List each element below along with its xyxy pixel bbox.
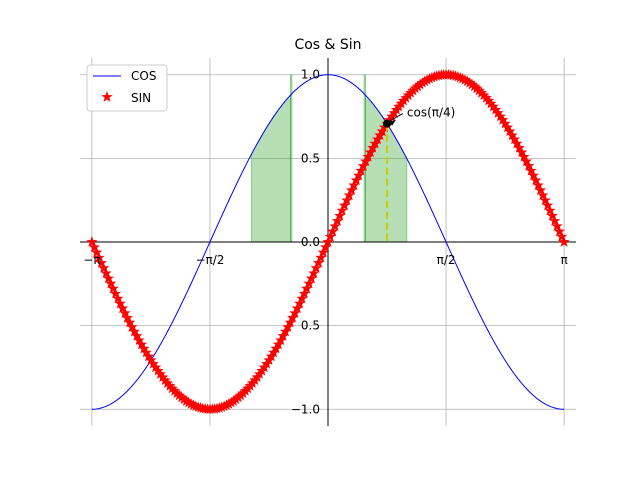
y-tick-label-3: 0.5: [301, 151, 320, 165]
sin-marker-11: [112, 292, 124, 304]
x-tick-label-3: π: [560, 253, 567, 267]
fill-region-0: [250, 94, 291, 243]
sin-marker-196: [549, 215, 561, 226]
annotation-point: [383, 119, 392, 128]
sin-marker-88: [294, 297, 306, 309]
sin-marker-188: [530, 174, 542, 186]
sin-marker-100: [322, 236, 334, 247]
x-tick-label-0: −π: [83, 253, 100, 267]
sin-marker-106: [336, 204, 348, 216]
sin-marker-186: [525, 164, 537, 176]
sin-marker-16: [124, 316, 136, 328]
sin-marker-21: [135, 338, 148, 350]
y-tick-label-4: 1.0: [301, 68, 320, 82]
sin-marker-93: [305, 272, 318, 284]
sin-marker-110: [346, 184, 358, 196]
sin-marker-185: [523, 160, 535, 171]
sin-marker-3: [93, 251, 105, 263]
sin-marker-97: [315, 251, 327, 263]
sin-marker-105: [334, 209, 346, 221]
annotation-arrowhead: [389, 119, 397, 126]
y-tick-label-0: −1.0: [291, 402, 320, 416]
sin-marker-109: [343, 189, 355, 201]
sin-marker-5: [98, 262, 110, 273]
sin-marker-181: [513, 142, 525, 153]
sin-marker-8: [105, 277, 117, 289]
sin-marker-20: [133, 334, 145, 346]
sin-marker-193: [541, 199, 554, 211]
legend-swatch-sin: [101, 91, 113, 102]
fill-region-1: [290, 74, 293, 243]
sin-marker-17: [126, 321, 138, 332]
sin-marker-102: [327, 225, 339, 237]
sin-marker-190: [534, 184, 547, 196]
sin-marker-189: [532, 179, 544, 191]
series-cos: [91, 74, 565, 410]
legend: COS SIN: [86, 64, 168, 112]
sin-marker-91: [301, 282, 313, 294]
sin-marker-18: [128, 325, 140, 337]
sin-marker-199: [556, 230, 568, 242]
sin-marker-13: [117, 302, 129, 314]
sin-marker-103: [329, 220, 341, 231]
sin-marker-2: [91, 246, 103, 258]
sin-marker-180: [511, 137, 523, 149]
sin-marker-184: [520, 155, 532, 167]
sin-marker-89: [296, 292, 308, 304]
sin-marker-108: [341, 194, 353, 206]
sin-marker-194: [544, 204, 556, 216]
sin-marker-183: [518, 150, 530, 162]
sin-marker-191: [537, 189, 549, 201]
sin-marker-187: [527, 169, 539, 181]
sin-marker-101: [324, 230, 336, 242]
legend-label-cos: COS: [131, 69, 156, 83]
sin-marker-7: [102, 272, 115, 284]
chart-title: Cos & Sin: [294, 37, 361, 53]
sin-marker-14: [119, 307, 131, 318]
sin-marker-94: [308, 267, 320, 279]
sin-marker-12: [114, 297, 126, 309]
sin-marker-0: [86, 236, 98, 247]
sin-marker-182: [516, 146, 528, 158]
sin-marker-6: [100, 267, 112, 279]
annotation-arrow: [389, 113, 404, 122]
sin-marker-179: [508, 133, 521, 145]
sin-marker-9: [107, 282, 119, 294]
cos-line: [91, 74, 565, 410]
sin-marker-197: [551, 220, 563, 231]
y-tick-label-2: 0.0: [301, 235, 320, 249]
sin-marker-1: [88, 241, 100, 252]
sin-marker-98: [317, 246, 329, 258]
annotation-group: cos(π/4): [383, 106, 455, 242]
tick-labels: −π −π/2 π/2 π −1.0 0.5 0.0 0.5 1.0: [83, 68, 567, 417]
sin-marker-4: [95, 257, 107, 268]
sin-marker-198: [553, 225, 565, 237]
sin-marker-195: [546, 209, 558, 221]
legend-label-sin: SIN: [131, 91, 151, 105]
x-tick-label-1: −π/2: [195, 253, 224, 267]
sin-marker-95: [310, 262, 322, 273]
y-tick-label-1: 0.5: [301, 319, 320, 333]
sin-marker-111: [348, 179, 360, 191]
sin-marker-192: [539, 194, 551, 206]
sin-marker-178: [506, 129, 518, 141]
sin-marker-10: [109, 287, 122, 299]
x-tick-label-2: π/2: [437, 253, 456, 267]
sin-marker-99: [320, 241, 332, 252]
sin-marker-200: [558, 236, 570, 247]
sin-marker-92: [303, 277, 315, 289]
annotation-label: cos(π/4): [407, 106, 455, 120]
sin-marker-90: [298, 287, 310, 299]
sin-marker-107: [338, 199, 351, 211]
sin-marker-15: [121, 312, 133, 323]
series-sin: [86, 68, 570, 415]
sin-marker-96: [312, 257, 325, 268]
sin-marker-104: [331, 215, 344, 226]
sin-marker-19: [131, 330, 143, 341]
